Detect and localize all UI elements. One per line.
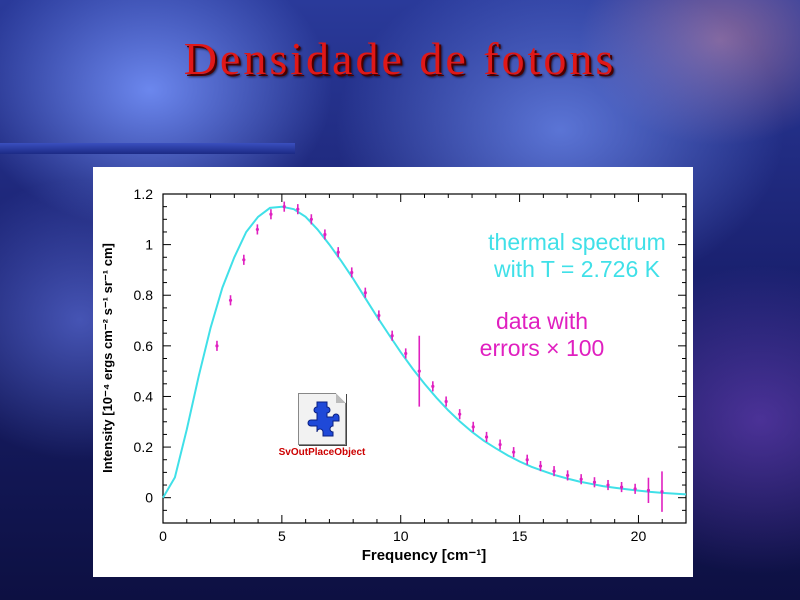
data-point — [660, 490, 664, 494]
x-tick-label: 0 — [159, 528, 167, 544]
data-point — [646, 488, 651, 492]
axis-ticks: 0 5 10 15 20 0 0.2 0.4 0.6 0.8 1 1.2 — [134, 186, 687, 544]
x-tick-label: 20 — [631, 528, 647, 544]
chart-svg: 0 5 10 15 20 0 0.2 0.4 0.6 0.8 1 1.2 Frequency [cm⁻… — [100, 186, 687, 564]
data-point — [566, 473, 570, 478]
data-point — [552, 469, 556, 473]
slide-title: Densidade de fotons — [183, 33, 617, 84]
data-point — [323, 232, 327, 237]
data-point — [215, 344, 219, 348]
y-tick-label: 1.2 — [134, 186, 154, 202]
annotation-line: with T = 2.726 K — [493, 256, 661, 282]
data-point — [579, 477, 583, 481]
data-point — [512, 450, 516, 454]
y-tick-label: 0.2 — [134, 439, 154, 455]
data-point — [619, 485, 624, 489]
y-tick-label: 0.4 — [134, 388, 154, 404]
data-point — [417, 369, 421, 373]
data-point — [444, 399, 448, 404]
data-point — [363, 291, 367, 295]
data-point — [336, 250, 340, 254]
thermal-spectrum-curve — [162, 205, 687, 499]
y-axis-label: Intensity [10⁻⁴ ergs cm⁻² s⁻¹ sr⁻¹ cm] — [100, 243, 115, 473]
data-point — [282, 205, 286, 209]
data-point — [390, 334, 394, 338]
data-point — [296, 207, 300, 211]
data-point — [498, 442, 502, 447]
x-tick-label: 5 — [278, 528, 286, 544]
data-point — [350, 270, 354, 275]
puzzle-piece-icon — [298, 393, 346, 445]
data-point — [484, 435, 489, 439]
annotation-line: errors × 100 — [480, 335, 605, 361]
data-point — [525, 458, 529, 462]
annotation-line: data with — [496, 308, 588, 334]
data-point — [471, 425, 475, 429]
data-point — [538, 464, 543, 468]
data-point — [269, 212, 273, 216]
data-point — [606, 483, 610, 487]
embedded-object[interactable]: SvOutPlaceObject — [272, 393, 372, 458]
y-tick-label: 0.6 — [134, 338, 154, 354]
data-point — [458, 412, 462, 416]
data-point — [431, 384, 435, 388]
title-divider-bar — [0, 143, 295, 154]
data-point — [404, 351, 408, 356]
data-point — [309, 217, 313, 221]
data-point — [242, 258, 246, 262]
curve-layer — [162, 205, 687, 499]
annotation-line: thermal spectrum — [488, 229, 666, 255]
x-tick-label: 15 — [512, 528, 528, 544]
data-point — [633, 487, 637, 491]
data-point — [255, 227, 259, 232]
data-points-layer — [215, 201, 664, 512]
chart-panel: 0 5 10 15 20 0 0.2 0.4 0.6 0.8 1 1.2 Frequency [cm⁻… — [93, 167, 693, 577]
x-axis-label: Frequency [cm⁻¹] — [362, 547, 487, 564]
data-point — [377, 313, 381, 318]
y-tick-label: 1 — [145, 237, 153, 253]
embedded-object-label: SvOutPlaceObject — [278, 447, 366, 458]
y-tick-label: 0 — [145, 490, 153, 506]
y-tick-label: 0.8 — [134, 287, 154, 303]
x-tick-label: 10 — [393, 528, 409, 544]
data-point — [228, 298, 233, 302]
data-point — [592, 480, 597, 484]
